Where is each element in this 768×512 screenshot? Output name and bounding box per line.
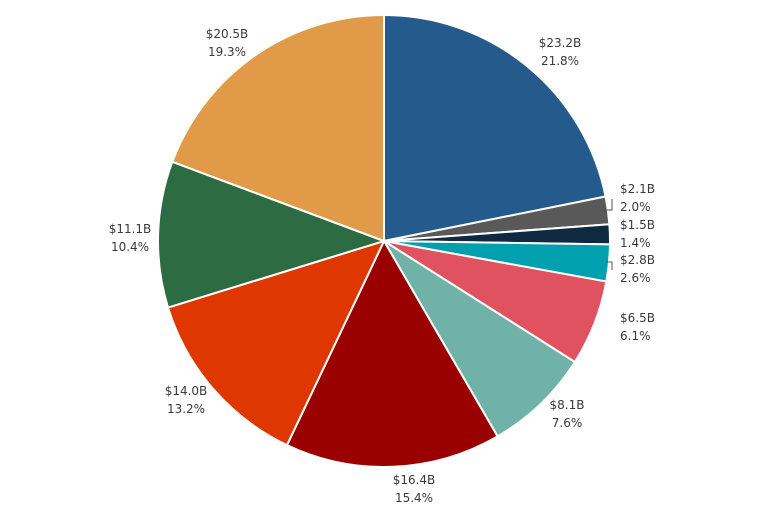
leader-line-4 [606, 261, 613, 270]
slice-value-label: $8.1B [550, 398, 585, 412]
slice-label-10: $20.5B 19.3% [206, 27, 249, 59]
slice-percent-label: 10.4% [111, 240, 149, 254]
slice-value-label: $14.0B [165, 384, 208, 398]
pie-slice-9 [157, 160, 388, 309]
slice-value-label: $20.5B [206, 27, 249, 41]
slice-value-label: $2.8B [620, 253, 655, 267]
slice-percent-label: 19.3% [208, 45, 246, 59]
slice-label-3: $1.5B 1.4% [620, 218, 655, 250]
slice-percent-label: 13.2% [167, 402, 205, 416]
pie-slice-10 [171, 13, 385, 243]
slice-percent-label: 2.0% [620, 200, 651, 214]
pie-slice-7 [285, 238, 499, 468]
slice-label-7: $16.4B 15.4% [393, 473, 436, 505]
data-labels: $23.2B 21.8% $2.1B 2.0% $1.5B 1.4% $2.8B 2.6% $6… [109, 27, 655, 505]
leader-lines [606, 199, 613, 270]
slice-label-5: $6.5B 6.1% [620, 311, 655, 343]
slice-label-6: $8.1B 7.6% [550, 398, 585, 430]
slice-value-label: $6.5B [620, 311, 655, 325]
slice-label-8: $14.0B 13.2% [165, 384, 208, 416]
slice-label-4: $2.8B 2.6% [620, 253, 655, 285]
slice-percent-label: 1.4% [620, 236, 651, 250]
slice-value-label: $16.4B [393, 473, 436, 487]
slice-percent-label: 7.6% [552, 416, 583, 430]
slice-label-1: $23.2B 21.8% [539, 36, 582, 68]
slice-percent-label: 15.4% [395, 491, 433, 505]
pie-slice-6 [383, 240, 577, 438]
slice-label-2: $2.1B 2.0% [620, 182, 655, 214]
pie-slices [157, 13, 611, 468]
slice-percent-label: 2.6% [620, 271, 651, 285]
slice-percent-label: 6.1% [620, 329, 651, 343]
slice-value-label: $2.1B [620, 182, 655, 196]
slice-value-label: $11.1B [109, 222, 152, 236]
pie-slice-1 [383, 13, 607, 243]
leader-line-2 [606, 199, 613, 211]
slice-value-label: $23.2B [539, 36, 582, 50]
slice-label-9: $11.1B 10.4% [109, 222, 152, 254]
slice-value-label: $1.5B [620, 218, 655, 232]
slice-percent-label: 21.8% [541, 54, 579, 68]
pie-slice-8 [166, 239, 386, 447]
